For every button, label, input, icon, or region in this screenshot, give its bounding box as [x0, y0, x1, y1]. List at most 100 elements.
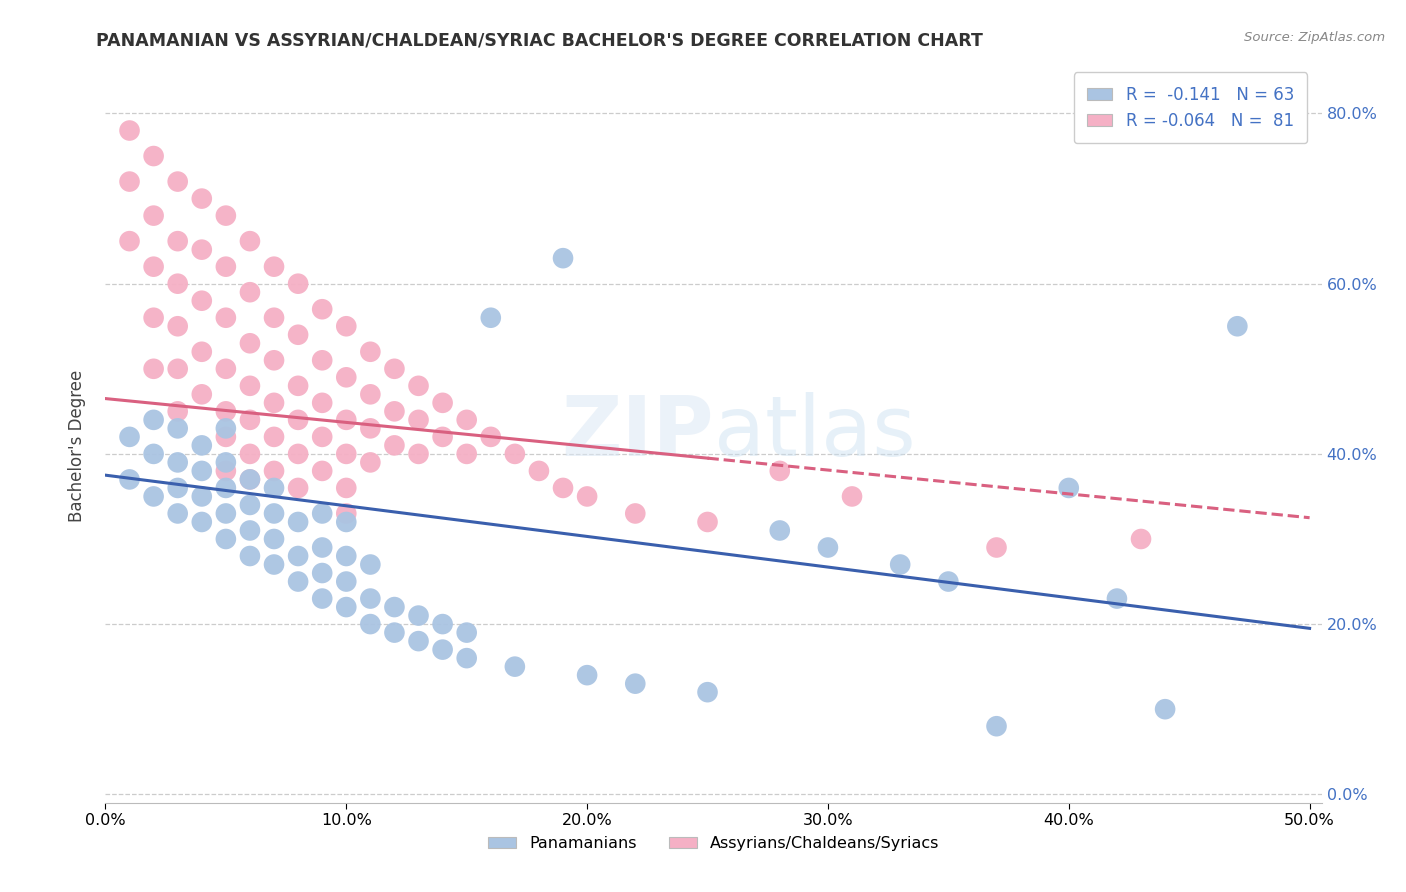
Point — [191, 387, 214, 401]
Point — [215, 464, 238, 478]
Point — [311, 353, 333, 368]
Point — [408, 379, 430, 393]
Point — [938, 574, 960, 589]
Point — [142, 447, 165, 461]
Point — [239, 234, 262, 248]
Point — [335, 413, 357, 427]
Point — [239, 524, 262, 538]
Point — [335, 481, 357, 495]
Point — [263, 507, 285, 521]
Point — [166, 421, 188, 435]
Point — [311, 464, 333, 478]
Point — [215, 455, 238, 469]
Point — [166, 481, 188, 495]
Point — [551, 481, 574, 495]
Point — [166, 455, 188, 469]
Point — [287, 379, 309, 393]
Point — [287, 574, 309, 589]
Point — [408, 634, 430, 648]
Point — [479, 310, 502, 325]
Point — [263, 532, 285, 546]
Point — [215, 361, 238, 376]
Point — [311, 566, 333, 580]
Point — [1105, 591, 1128, 606]
Point — [166, 234, 188, 248]
Point — [191, 192, 214, 206]
Point — [841, 490, 863, 504]
Point — [191, 490, 214, 504]
Point — [359, 455, 381, 469]
Point — [551, 251, 574, 265]
Point — [384, 361, 406, 376]
Point — [986, 719, 1008, 733]
Point — [215, 430, 238, 444]
Point — [166, 277, 188, 291]
Point — [191, 438, 214, 452]
Point — [191, 344, 214, 359]
Point — [215, 507, 238, 521]
Point — [215, 421, 238, 435]
Point — [118, 472, 141, 486]
Point — [142, 361, 165, 376]
Point — [311, 507, 333, 521]
Point — [142, 490, 165, 504]
Point — [239, 447, 262, 461]
Point — [118, 123, 141, 137]
Point — [166, 404, 188, 418]
Point — [432, 430, 454, 444]
Point — [287, 515, 309, 529]
Point — [432, 396, 454, 410]
Point — [239, 498, 262, 512]
Point — [696, 685, 718, 699]
Point — [118, 430, 141, 444]
Point — [359, 344, 381, 359]
Point — [503, 447, 526, 461]
Point — [287, 549, 309, 563]
Point — [335, 515, 357, 529]
Point — [166, 175, 188, 189]
Point — [311, 591, 333, 606]
Point — [166, 507, 188, 521]
Point — [889, 558, 911, 572]
Point — [263, 353, 285, 368]
Point — [287, 327, 309, 342]
Point — [1226, 319, 1249, 334]
Point — [166, 361, 188, 376]
Point — [263, 396, 285, 410]
Point — [191, 464, 214, 478]
Point — [696, 515, 718, 529]
Point — [335, 507, 357, 521]
Point — [215, 481, 238, 495]
Point — [359, 558, 381, 572]
Text: PANAMANIAN VS ASSYRIAN/CHALDEAN/SYRIAC BACHELOR'S DEGREE CORRELATION CHART: PANAMANIAN VS ASSYRIAN/CHALDEAN/SYRIAC B… — [96, 31, 983, 49]
Point — [456, 625, 478, 640]
Point — [191, 293, 214, 308]
Point — [142, 260, 165, 274]
Point — [263, 464, 285, 478]
Point — [986, 541, 1008, 555]
Text: atlas: atlas — [713, 392, 915, 473]
Point — [503, 659, 526, 673]
Point — [263, 558, 285, 572]
Point — [239, 379, 262, 393]
Text: ZIP: ZIP — [561, 392, 713, 473]
Point — [239, 285, 262, 300]
Point — [287, 481, 309, 495]
Point — [432, 617, 454, 632]
Point — [359, 387, 381, 401]
Point — [311, 430, 333, 444]
Point — [239, 336, 262, 351]
Point — [408, 608, 430, 623]
Point — [239, 549, 262, 563]
Point — [142, 413, 165, 427]
Point — [1057, 481, 1080, 495]
Point — [359, 591, 381, 606]
Point — [335, 370, 357, 384]
Point — [215, 532, 238, 546]
Point — [263, 481, 285, 495]
Point — [142, 149, 165, 163]
Text: Bachelor's Degree: Bachelor's Degree — [69, 370, 86, 522]
Legend: Panamanians, Assyrians/Chaldeans/Syriacs: Panamanians, Assyrians/Chaldeans/Syriacs — [481, 830, 946, 858]
Point — [456, 413, 478, 427]
Point — [191, 515, 214, 529]
